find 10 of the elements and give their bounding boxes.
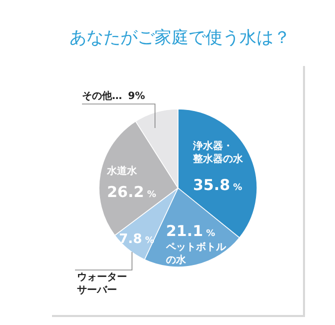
slice-label: その他… — [82, 90, 122, 102]
slice-label: 浄水器・整水器の水 — [192, 140, 244, 165]
data-label: 35.8 % — [193, 176, 242, 194]
slice-label: 水道水 — [106, 165, 138, 177]
slice-label: ペットボトルの水 — [165, 241, 227, 266]
slice-label: ウォーターサーバー — [77, 272, 127, 296]
data-label: 26.2 % — [107, 183, 156, 201]
data-label: 9% — [128, 91, 145, 102]
data-label: 21.1 % — [166, 222, 216, 240]
chart-title: あなたがご家庭で使う水は？ — [70, 28, 290, 48]
